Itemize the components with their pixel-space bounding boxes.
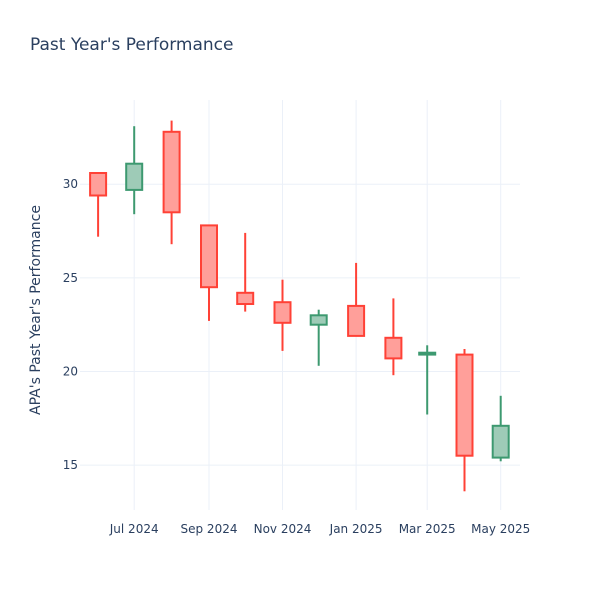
candle <box>491 395 510 462</box>
candle-body <box>491 424 510 459</box>
chart-title: Past Year's Performance <box>30 35 234 55</box>
candle <box>309 309 328 366</box>
y-axis-label: APA's Past Year's Performance <box>28 205 44 415</box>
y-tick-label: 30 <box>63 177 78 191</box>
x-tick-label: Nov 2024 <box>254 522 312 536</box>
x-tick-label: Sep 2024 <box>181 522 238 536</box>
candle <box>384 298 403 376</box>
candle <box>89 172 108 237</box>
candle-body <box>455 353 474 457</box>
candle <box>125 126 144 215</box>
candles <box>89 120 510 492</box>
candle <box>200 224 218 321</box>
candle-body <box>125 162 144 191</box>
x-tick-label: Mar 2025 <box>399 522 456 536</box>
x-axis-ticks: Jul 2024 Sep 2024 Nov 2024 Jan 2025 Mar 2025… <box>109 522 531 536</box>
candle-body <box>162 130 181 214</box>
candle-body <box>273 301 292 324</box>
gridlines <box>80 100 520 510</box>
candle-body <box>384 336 403 360</box>
candle <box>455 349 474 492</box>
candle-body <box>347 304 366 337</box>
candle <box>418 345 437 415</box>
candle <box>236 232 255 312</box>
y-tick-label: 20 <box>63 365 78 379</box>
y-axis-ticks: 15 20 25 30 <box>63 177 78 472</box>
candle-body <box>89 172 108 197</box>
x-tick-label: May 2025 <box>471 522 530 536</box>
x-tick-label: Jan 2025 <box>329 522 383 536</box>
candle-body <box>236 291 255 305</box>
candle <box>347 262 366 337</box>
y-tick-label: 25 <box>63 271 78 285</box>
y-tick-label: 15 <box>63 458 78 472</box>
candle <box>162 120 181 245</box>
candle-body <box>418 351 437 356</box>
candle-body <box>200 224 218 289</box>
candle <box>273 279 292 351</box>
candle-body <box>309 314 328 326</box>
x-tick-label: Jul 2024 <box>109 522 159 536</box>
